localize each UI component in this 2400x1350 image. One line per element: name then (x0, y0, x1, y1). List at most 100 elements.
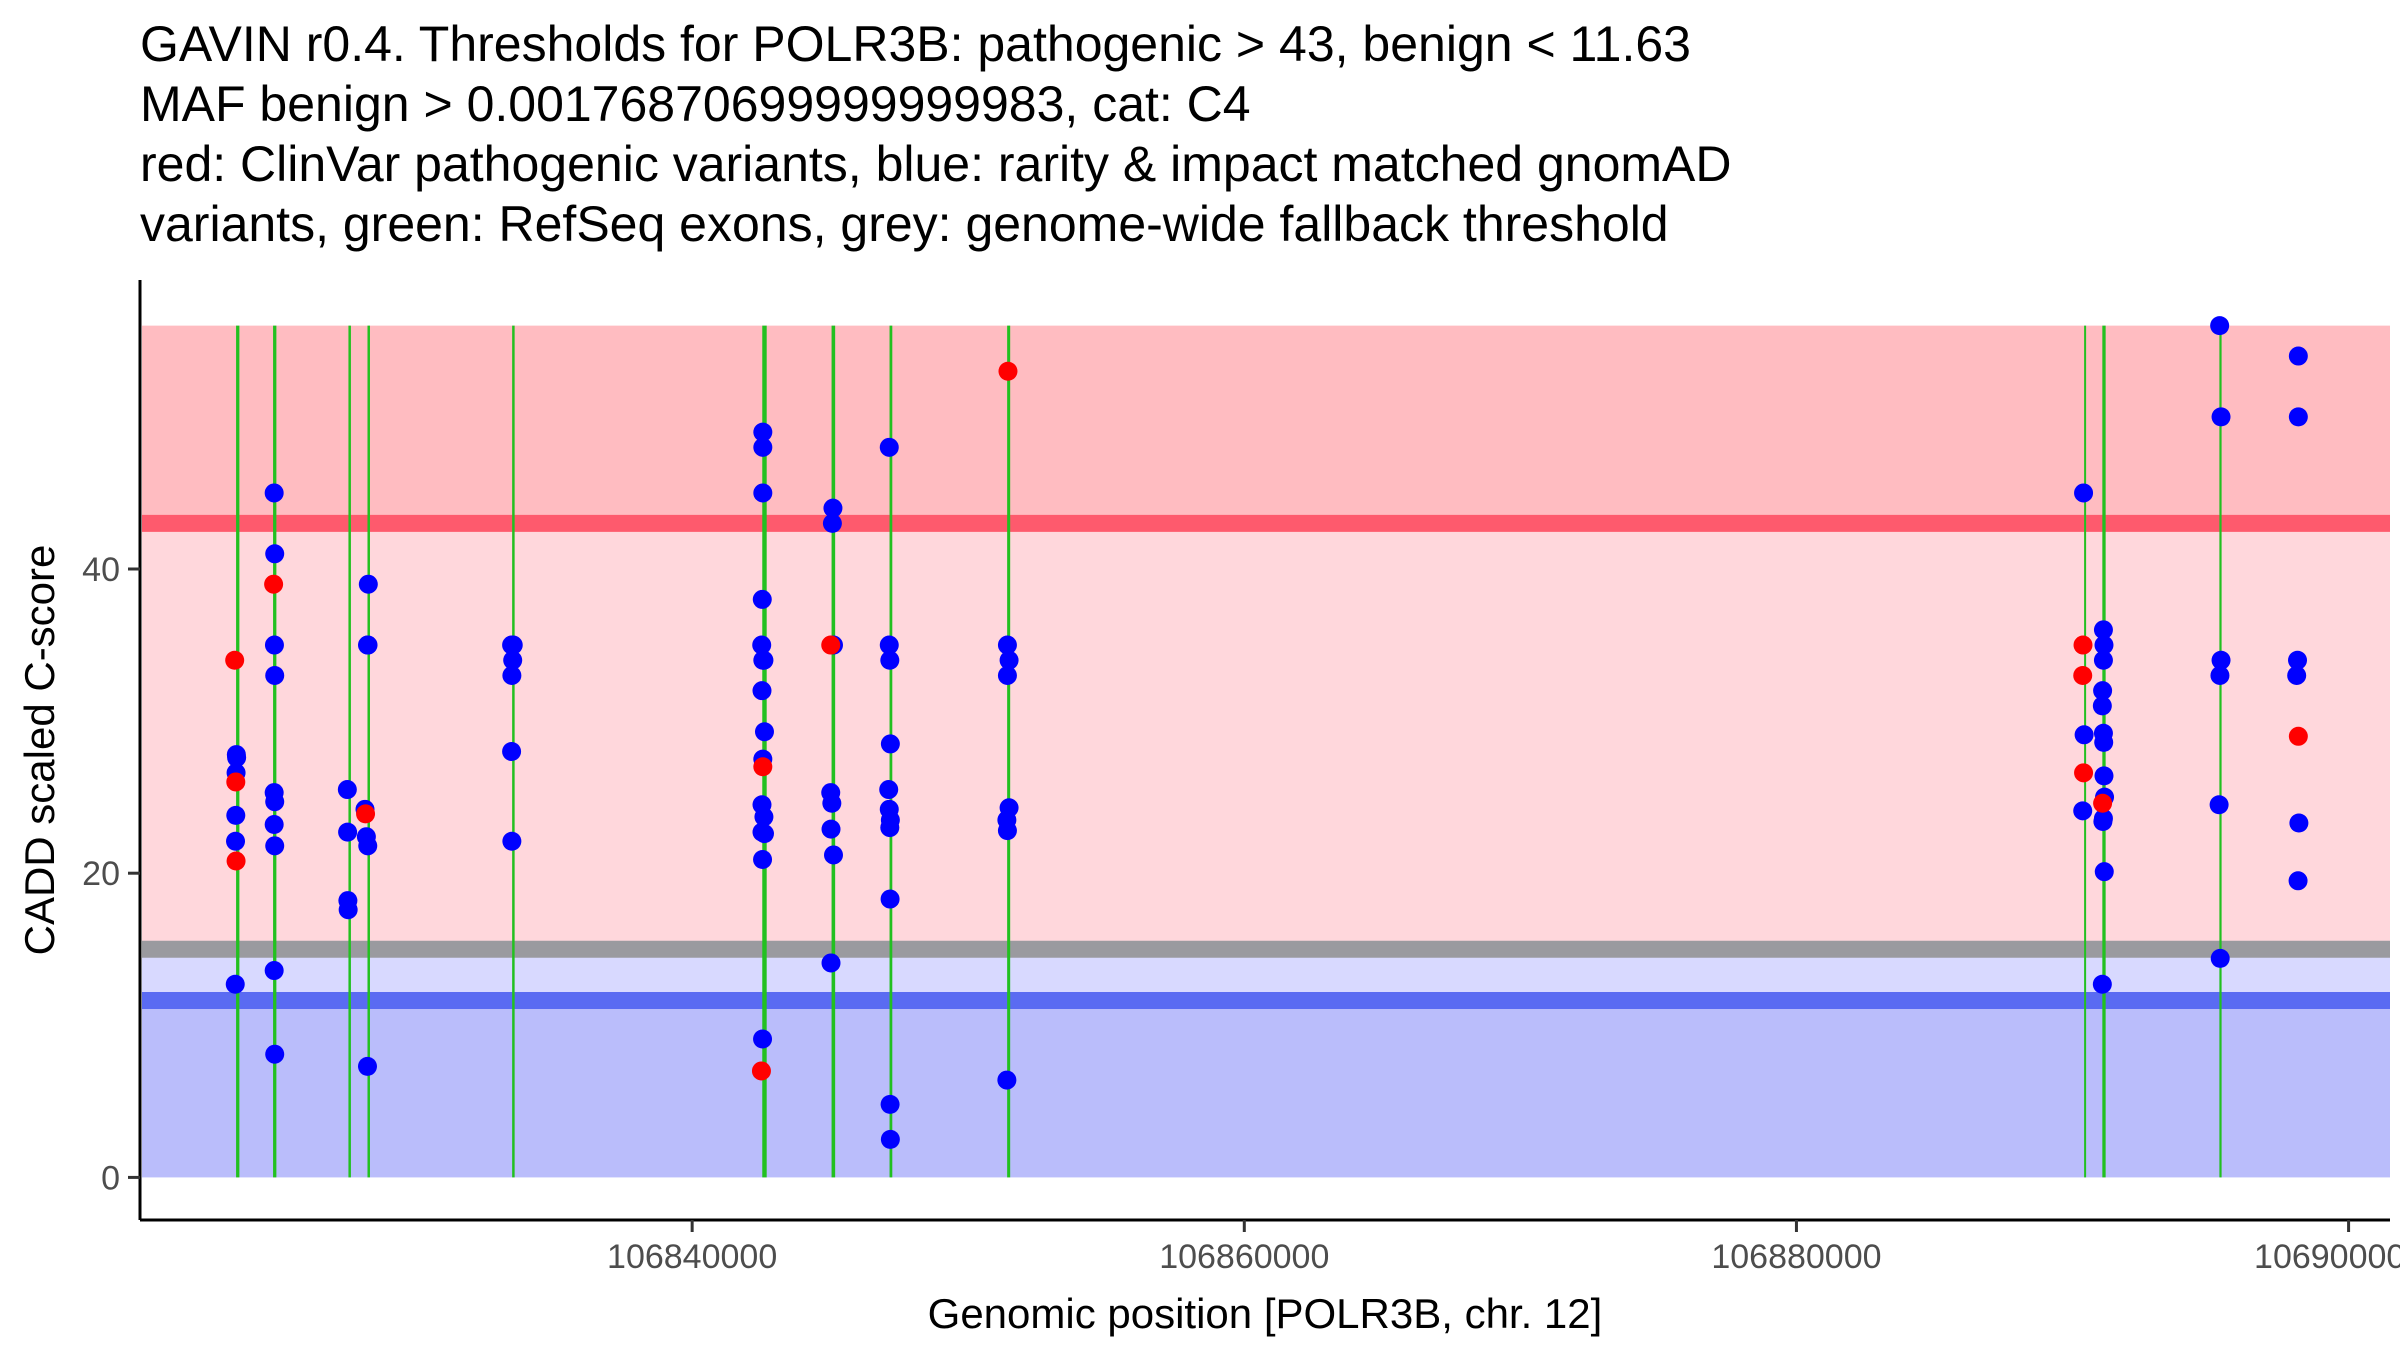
gnomad-point (2093, 975, 2112, 994)
gnomad-point (753, 1029, 772, 1048)
gnomad-point (2094, 766, 2113, 785)
y-axis-label: CADD scaled C-score (16, 545, 63, 956)
clinvar-point (2093, 794, 2112, 813)
clinvar-point (2289, 727, 2308, 746)
intermediate-region (142, 523, 2390, 949)
gnomad-point (823, 514, 842, 533)
gnomad-point (227, 748, 246, 767)
gnomad-point (359, 636, 378, 655)
gnomad-point (822, 953, 841, 972)
y-tick-label: 40 (82, 551, 120, 589)
clinvar-point (753, 757, 772, 776)
gnomad-point (502, 832, 521, 851)
gnomad-point (998, 666, 1017, 685)
x-tick-label: 1069000000 (2254, 1238, 2400, 1276)
gnomad-point (754, 651, 773, 670)
clinvar-point (226, 772, 245, 791)
pathogenic-region (142, 326, 2390, 524)
exon-line (1007, 326, 1010, 1178)
gnomad-point (265, 1045, 284, 1064)
gnomad-point (2212, 407, 2231, 426)
gnomad-point (753, 438, 772, 457)
gnomad-point (753, 850, 772, 869)
gnomad-point (2289, 814, 2308, 833)
gnomad-point (752, 681, 771, 700)
x-tick-label: 106880000 (1711, 1238, 1881, 1276)
gnomad-point (339, 900, 358, 919)
gnomad-point (359, 575, 378, 594)
gnomad-point (881, 1130, 900, 1149)
exon-line (832, 326, 836, 1178)
clinvar-point (998, 362, 1017, 381)
threshold-regions (142, 326, 2390, 1178)
gnomad-point (502, 666, 521, 685)
gnomad-point (2093, 812, 2112, 831)
gnomad-point (753, 590, 772, 609)
y-tick-label: 20 (82, 855, 120, 893)
gnomad-point (265, 836, 284, 855)
gnomad-point (226, 806, 245, 825)
gnomad-point (880, 651, 899, 670)
clinvar-point (225, 651, 244, 670)
gnomad-point (881, 890, 900, 909)
gnomad-point (2095, 862, 2114, 881)
clinvar-point (2074, 763, 2093, 782)
gnomad-point (881, 1095, 900, 1114)
gnomad-point (2210, 666, 2229, 685)
gnomad-point (879, 780, 898, 799)
exon-line (2084, 326, 2086, 1178)
gnomad-point (822, 820, 841, 839)
clinvar-point (356, 804, 375, 823)
benign-region (142, 1001, 2390, 1178)
gnomad-point (881, 734, 900, 753)
gnomad-point (502, 742, 521, 761)
gnomad-point (2289, 407, 2308, 426)
gnomad-point (2289, 347, 2308, 366)
gnomad-point (265, 961, 284, 980)
gnomad-point (226, 832, 245, 851)
gnomad-point (755, 824, 774, 843)
gnomad-point (265, 483, 284, 502)
exon-line (2219, 326, 2221, 1178)
clinvar-point (2074, 636, 2093, 655)
gnomad-point (265, 636, 284, 655)
exon-line (367, 326, 369, 1178)
gnomad-point (2094, 651, 2113, 670)
x-axis-label: Genomic position [POLR3B, chr. 12] (928, 1290, 1603, 1337)
gnomad-point (338, 823, 357, 842)
exon-line (348, 326, 350, 1178)
gnomad-point (2075, 725, 2094, 744)
gnomad-point (265, 792, 284, 811)
gnomad-point (2287, 666, 2306, 685)
clinvar-point (821, 636, 840, 655)
gnomad-point (2073, 801, 2092, 820)
x-tick-label: 106840000 (607, 1238, 777, 1276)
gnomad-point (2210, 316, 2229, 335)
gnomad-point (265, 544, 284, 563)
gnomad-point (358, 1057, 377, 1076)
gnomad-point (2211, 949, 2230, 968)
gnomad-point (755, 722, 774, 741)
clinvar-point (227, 852, 246, 871)
gnomad-point (998, 821, 1017, 840)
gnomad-point (338, 780, 357, 799)
gnomad-point (2210, 795, 2229, 814)
gnomad-point (880, 438, 899, 457)
gnomad-point (2289, 871, 2308, 890)
gnomad-point (2094, 733, 2113, 752)
gnomad-point (824, 845, 843, 864)
gnomad-point (2074, 483, 2093, 502)
y-tick-label: 0 (101, 1159, 120, 1197)
gnomad-point (753, 483, 772, 502)
gnomad-point (265, 815, 284, 834)
clinvar-point (752, 1061, 771, 1080)
gnomad-point (265, 666, 284, 685)
clinvar-point (264, 575, 283, 594)
gnomad-point (997, 1071, 1016, 1090)
clinvar-point (2073, 666, 2092, 685)
x-tick-label: 106860000 (1159, 1238, 1329, 1276)
gnomad-point (358, 836, 377, 855)
gnomad-point (226, 975, 245, 994)
gnomad-point (880, 818, 899, 837)
scatter-chart: 106840000 106860000 106880000 1069000000 0 20… (0, 0, 2400, 1350)
